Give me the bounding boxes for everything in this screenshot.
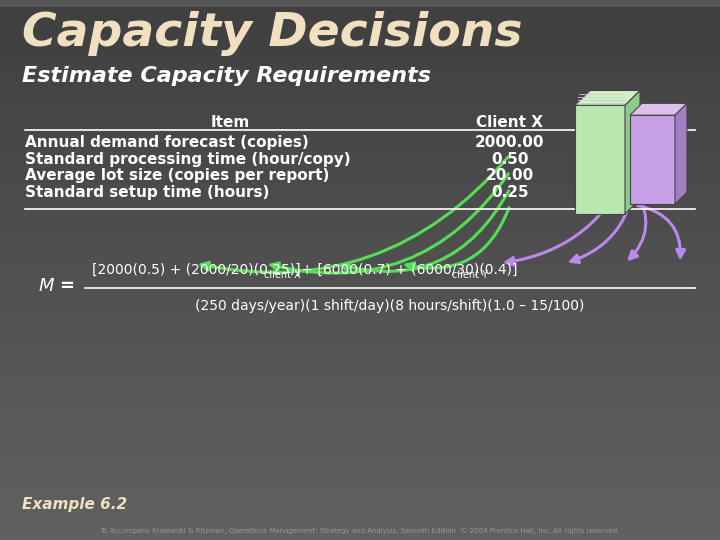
Text: (250 days/year)(1 shift/day)(8 hours/shift)(1.0 – 15/100): (250 days/year)(1 shift/day)(8 hours/shi… — [195, 299, 585, 313]
Polygon shape — [575, 91, 640, 105]
Text: Example 6.2: Example 6.2 — [22, 497, 127, 512]
Text: + [6000(0.7) + (6000/30)(0.4)]: + [6000(0.7) + (6000/30)(0.4)] — [297, 263, 518, 277]
Text: 0.40: 0.40 — [616, 185, 654, 200]
Polygon shape — [630, 115, 675, 204]
Text: 30.00: 30.00 — [611, 168, 659, 184]
Text: client X: client X — [264, 270, 301, 280]
Text: Client X: Client X — [477, 115, 544, 130]
Text: [2000(0.5) + (2000/20)(0.25)]: [2000(0.5) + (2000/20)(0.25)] — [92, 263, 301, 277]
Text: Estimate Capacity Requirements: Estimate Capacity Requirements — [22, 65, 431, 85]
Text: Capacity Decisions: Capacity Decisions — [22, 11, 523, 56]
Text: Standard processing time (hour/copy): Standard processing time (hour/copy) — [25, 152, 351, 166]
Polygon shape — [630, 103, 687, 115]
Text: 0.50: 0.50 — [491, 152, 528, 166]
Text: Annual demand forecast (copies): Annual demand forecast (copies) — [25, 135, 309, 150]
Text: client Y: client Y — [452, 270, 488, 280]
Text: 2000.00: 2000.00 — [475, 135, 545, 150]
Text: 20.00: 20.00 — [486, 168, 534, 184]
Text: 6000.00: 6000.00 — [600, 135, 670, 150]
Text: Item: Item — [210, 115, 250, 130]
Text: Client Y: Client Y — [602, 115, 668, 130]
Polygon shape — [675, 103, 687, 204]
Text: 0.25: 0.25 — [491, 185, 528, 200]
Polygon shape — [575, 105, 625, 214]
Polygon shape — [625, 91, 640, 214]
Text: 0.70: 0.70 — [616, 152, 654, 166]
Text: To Accompany Krajewski & Ritzman, Operations Management: Strategy and Analysis, : To Accompany Krajewski & Ritzman, Operat… — [100, 528, 620, 534]
Text: Average lot size (copies per report): Average lot size (copies per report) — [25, 168, 329, 184]
Text: $M$ =: $M$ = — [38, 277, 75, 295]
Text: Standard setup time (hours): Standard setup time (hours) — [25, 185, 269, 200]
